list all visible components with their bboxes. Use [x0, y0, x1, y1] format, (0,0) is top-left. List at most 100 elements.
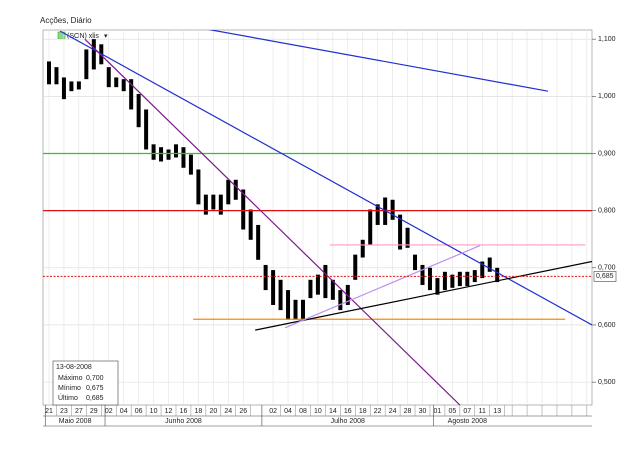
month-label: Junho 2008: [165, 418, 202, 425]
x-tick-label: 01: [434, 408, 442, 415]
price-bar: [248, 209, 253, 240]
last-price-label: 0,685: [596, 273, 614, 280]
price-bar: [211, 194, 216, 210]
trend-line: [84, 38, 461, 405]
price-bar: [196, 169, 201, 205]
x-tick-label: 14: [329, 408, 337, 415]
price-bar: [487, 257, 492, 272]
price-bar: [413, 254, 418, 271]
price-bar: [69, 81, 74, 92]
price-bar: [181, 147, 186, 168]
price-bar: [338, 290, 343, 311]
price-bar: [226, 179, 231, 205]
month-label: Agosto 2008: [448, 418, 487, 425]
price-bar: [457, 271, 462, 287]
dropdown-arrow[interactable]: ▾: [104, 33, 108, 40]
x-tick-label: 18: [195, 408, 203, 415]
price-bar: [84, 49, 89, 80]
price-bar: [330, 279, 335, 300]
price-bar: [442, 271, 447, 291]
x-tick-label: 04: [284, 408, 292, 415]
x-tick-label: 16: [180, 408, 188, 415]
info-date: 13-08-2008: [56, 364, 92, 371]
y-tick-label: 1,100: [598, 36, 616, 43]
info-value: 0,675: [86, 385, 104, 392]
y-tick-label: 0,600: [598, 322, 616, 329]
x-tick-label: 20: [209, 408, 217, 415]
price-bar: [375, 204, 380, 225]
price-bar: [91, 39, 96, 70]
price-bar: [353, 254, 358, 280]
info-label: Máximo: [58, 375, 83, 382]
price-bar: [495, 267, 500, 283]
symbol[interactable]: (SON) xlis: [67, 33, 99, 40]
x-tick-label: 26: [239, 408, 247, 415]
price-bar: [293, 299, 298, 320]
drawings: [43, 30, 592, 405]
price-bar: [233, 179, 238, 200]
y-tick-label: 0,900: [598, 150, 616, 157]
y-tick-label: 0,500: [598, 379, 616, 386]
x-tick-label: 29: [90, 408, 98, 415]
x-tick-label: 05: [448, 408, 456, 415]
grid: [43, 30, 592, 405]
price-bar: [136, 94, 141, 128]
price-bar: [241, 189, 246, 230]
trend-line: [284, 244, 481, 329]
plot-area: [42, 29, 593, 406]
x-tick-label: 23: [60, 408, 68, 415]
chart-title: Acções, Diário: [40, 16, 92, 25]
info-value: 0,700: [86, 375, 104, 382]
price-bar: [405, 227, 410, 248]
price-bar: [308, 279, 313, 299]
price-bar: [450, 274, 455, 288]
x-tick-label: 28: [404, 408, 412, 415]
price-bar: [188, 154, 193, 175]
price-bar: [390, 199, 395, 220]
price-bar: [203, 194, 208, 215]
month-label: Maio 2008: [59, 418, 92, 425]
price-bar: [420, 264, 425, 285]
price-bar: [360, 239, 365, 258]
price-bar: [61, 77, 66, 100]
month-label: Julho 2008: [331, 418, 365, 425]
price-bar: [271, 270, 276, 305]
price-bar: [144, 109, 149, 150]
last-price-tag: [593, 271, 617, 282]
price-bar: [278, 279, 283, 311]
price-bar: [47, 61, 51, 85]
info-label: Último: [58, 393, 78, 402]
price-bar: [263, 264, 268, 291]
x-tick-label: 13: [493, 408, 501, 415]
price-bar: [151, 144, 156, 160]
price-bar: [256, 224, 261, 260]
x-tick-label: 24: [224, 408, 232, 415]
x-tick-label: 30: [419, 408, 427, 415]
price-bar: [159, 147, 164, 162]
x-tick-label: 02: [269, 408, 277, 415]
price-bar: [54, 67, 59, 85]
price-bar: [173, 144, 178, 158]
price-bar: [106, 67, 111, 88]
y-tick-label: 0,700: [598, 265, 616, 272]
x-tick-label: 02: [105, 408, 113, 415]
trend-line: [208, 30, 549, 92]
price-bar: [166, 149, 171, 160]
price-bar: [315, 274, 320, 295]
x-tick-label: 04: [120, 408, 128, 415]
trend-line: [255, 260, 592, 331]
axes: 0,500 0,600 0,700 0,800 0,900 1,000 1,100 21 23 2…: [43, 36, 617, 427]
info-box: 13-08-2008 Máximo 0,700 Mínimo 0,675 Últ…: [52, 360, 119, 406]
x-tick-label: 10: [150, 408, 158, 415]
y-tick-label: 1,000: [598, 93, 616, 100]
price-bar: [114, 77, 119, 88]
price-bar: [398, 214, 403, 250]
price-bar: [465, 271, 470, 287]
price-bar: [121, 79, 126, 92]
x-tick-label: 24: [389, 408, 397, 415]
price-bar: [286, 290, 291, 320]
info-frame: [52, 360, 119, 406]
price-bar: [480, 261, 485, 279]
price-bar: [368, 209, 373, 245]
